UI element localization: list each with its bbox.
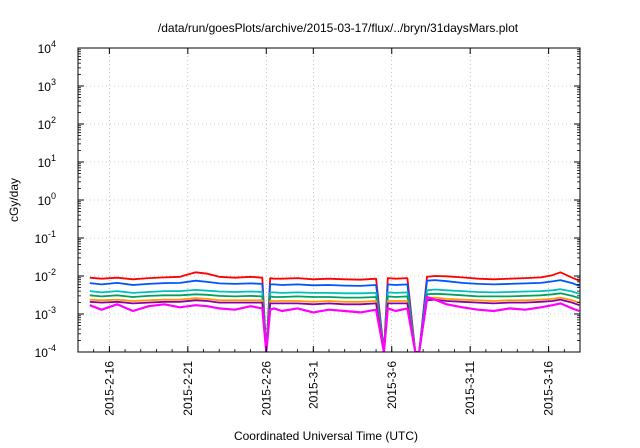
series-group [89,271,580,352]
series-line-2 [89,279,580,352]
y-axis-label: cGy/day [7,178,21,222]
x-tick-label: 2015-3-11 [463,361,477,415]
x-ticks: 2015-2-16 2015-2-21 2015-2-26 2015-3-1 2015-… [77,48,581,416]
series-line-3 [89,288,580,352]
y-ticks: 104 103 102 101 100 10-1 10-2 10-3 10-4 [35,39,580,360]
y-tick-label: 102 [38,115,56,132]
y-tick-label: 10-1 [35,229,56,246]
y-tick-label: 10-2 [35,267,56,284]
x-tick-label: 2015-2-21 [181,361,195,416]
x-tick-label: 2015-3-16 [542,361,556,416]
x-tick-label: 2015-3-1 [306,361,320,409]
x-axis-label: Coordinated Universal Time (UTC) [234,429,418,443]
series-line-6 [89,298,580,352]
series-line-5 [89,296,580,352]
y-tick-label: 103 [38,77,56,94]
y-tick-label: 10-4 [35,343,56,360]
series-line-4 [89,292,580,352]
chart-title: /data/run/goesPlots/archive/2015-03-17/f… [158,21,519,35]
x-tick-label: 2015-2-16 [102,361,116,416]
series-line-1 [89,271,580,352]
y-tick-label: 100 [38,191,56,208]
grid [78,48,580,352]
series-line-7 [89,295,580,352]
x-tick-label: 2015-3-6 [385,361,399,409]
y-tick-label: 10-3 [35,305,56,322]
y-tick-label: 104 [38,39,56,56]
x-tick-label: 2015-2-26 [259,361,273,416]
y-tick-label: 101 [38,153,56,170]
